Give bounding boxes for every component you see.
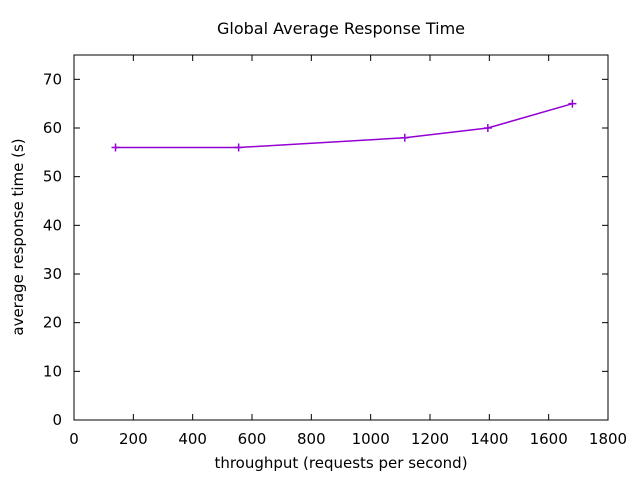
y-tick-label: 60 bbox=[43, 119, 62, 137]
x-tick-label: 600 bbox=[238, 430, 267, 448]
y-axis-label: average response time (s) bbox=[9, 138, 27, 336]
x-axis-label: throughput (requests per second) bbox=[214, 454, 468, 472]
y-tick-label: 10 bbox=[43, 362, 62, 380]
data-line bbox=[115, 102, 573, 149]
y-tick-label: 30 bbox=[43, 265, 62, 283]
x-tick-label: 1600 bbox=[530, 430, 568, 448]
y-tick-label: 70 bbox=[43, 70, 62, 88]
y-tick-label: 50 bbox=[43, 168, 62, 186]
plot-border bbox=[73, 54, 609, 421]
y-tick-label: 20 bbox=[43, 314, 62, 332]
x-tick-label: 1000 bbox=[352, 430, 390, 448]
x-tick-label: 1800 bbox=[589, 430, 627, 448]
x-tick-label: 0 bbox=[69, 430, 79, 448]
x-tick-label: 1200 bbox=[411, 430, 449, 448]
y-tick-label: 40 bbox=[43, 216, 62, 234]
chart-title: Global Average Response Time bbox=[217, 19, 465, 38]
x-tick-label: 1400 bbox=[470, 430, 508, 448]
x-tick-label: 800 bbox=[297, 430, 326, 448]
y-tick-label: 0 bbox=[52, 411, 62, 429]
x-tick-label: 400 bbox=[178, 430, 207, 448]
x-tick-label: 200 bbox=[119, 430, 148, 448]
